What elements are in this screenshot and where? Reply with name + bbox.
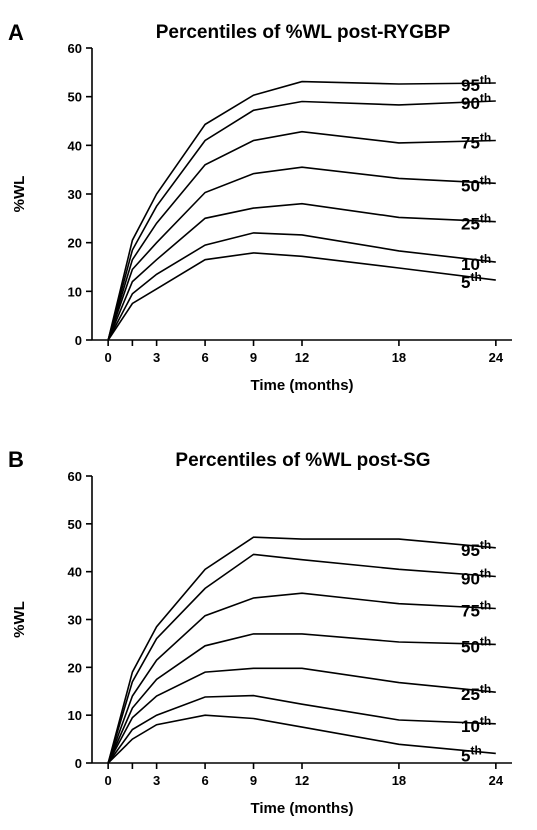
series-label-number: 25 <box>461 215 480 234</box>
series-line-p50 <box>107 166 496 341</box>
y-tick-label: 0 <box>75 333 82 348</box>
series-label-p50: 50th <box>461 634 491 656</box>
series-label-suffix: th <box>480 566 491 580</box>
y-tick-label: 30 <box>68 613 82 628</box>
series-label-suffix: th <box>470 270 481 284</box>
x-tick-label: 18 <box>392 773 406 788</box>
series-line-p5 <box>107 252 496 341</box>
series-line-p10 <box>107 694 496 764</box>
series-line-p95 <box>107 80 496 341</box>
series-label-suffix: th <box>480 714 491 728</box>
series-label-number: 10 <box>461 255 480 274</box>
panel-b: B Percentiles of %WL post-SG0102030405060… <box>8 447 512 817</box>
y-tick-label: 0 <box>75 756 82 771</box>
y-tick-label: 60 <box>68 41 82 56</box>
series-line-p25 <box>107 667 496 764</box>
panel-a: A Percentiles of %WL post-RYGBP0102030405… <box>8 20 512 394</box>
series-label-number: 75 <box>461 601 480 620</box>
x-tick-label: 9 <box>250 350 257 365</box>
series-line-p75 <box>107 592 496 764</box>
series-label-p95: 95th <box>461 73 491 95</box>
series-label-number: 5 <box>461 273 470 292</box>
series-line-p10 <box>107 232 496 341</box>
series-label-p10: 10th <box>461 714 491 736</box>
series-label-p75: 75th <box>461 598 491 620</box>
x-tick-label: 18 <box>392 350 406 365</box>
series-label-suffix: th <box>480 682 491 696</box>
series-label-suffix: th <box>480 538 491 552</box>
x-tick-label: 12 <box>295 773 309 788</box>
y-tick-label: 50 <box>68 90 82 105</box>
y-tick-label: 10 <box>68 284 82 299</box>
x-tick-label: 0 <box>105 350 112 365</box>
series-label-number: 90 <box>461 94 480 113</box>
series-line-p25 <box>107 202 496 341</box>
series-label-suffix: th <box>480 598 491 612</box>
panel-letter: A <box>8 20 24 45</box>
series-label-p90: 90th <box>461 566 491 588</box>
series-label-number: 95 <box>461 541 480 560</box>
series-line-p90 <box>107 553 496 764</box>
x-tick-label: 12 <box>295 350 309 365</box>
chart-title: Percentiles of %WL post-RYGBP <box>156 22 451 43</box>
y-tick-label: 20 <box>68 660 82 675</box>
series-label-p10: 10th <box>461 252 491 274</box>
chart-title: Percentiles of %WL post-SG <box>175 450 430 471</box>
series-label-p25: 25th <box>461 212 491 234</box>
y-tick-label: 40 <box>68 565 82 580</box>
series-label-number: 95 <box>461 76 480 95</box>
series-label-number: 50 <box>461 637 480 656</box>
series-label-suffix: th <box>480 73 491 87</box>
x-axis-label: Time (months) <box>250 800 353 817</box>
series-label-number: 5 <box>461 746 470 765</box>
x-tick-label: 24 <box>489 350 504 365</box>
x-tick-label: 0 <box>105 773 112 788</box>
x-tick-label: 9 <box>250 773 257 788</box>
series-label-suffix: th <box>480 212 491 226</box>
series-label-p5: 5th <box>461 270 482 292</box>
series-label-number: 10 <box>461 717 480 736</box>
series-label-p90: 90th <box>461 91 491 113</box>
y-tick-label: 50 <box>68 517 82 532</box>
series-label-p5: 5th <box>461 743 482 765</box>
series-line-p5 <box>107 714 496 764</box>
x-tick-label: 6 <box>201 773 208 788</box>
series-line-p50 <box>107 633 496 764</box>
x-tick-label: 6 <box>201 350 208 365</box>
series-label-suffix: th <box>480 130 491 144</box>
series-label-p50: 50th <box>461 173 491 195</box>
x-tick-label: 3 <box>153 350 160 365</box>
series-line-p90 <box>107 100 496 341</box>
series-label-p75: 75th <box>461 130 491 152</box>
series-label-number: 75 <box>461 133 480 152</box>
y-tick-label: 30 <box>68 187 82 202</box>
series-label-p95: 95th <box>461 538 491 560</box>
y-tick-label: 40 <box>68 138 82 153</box>
y-tick-label: 60 <box>68 469 82 484</box>
series-label-suffix: th <box>480 252 491 266</box>
series-label-suffix: th <box>480 91 491 105</box>
x-tick-label: 24 <box>489 773 504 788</box>
series-label-suffix: th <box>470 743 481 757</box>
panel-letter: B <box>8 447 24 472</box>
x-axis-label: Time (months) <box>250 377 353 394</box>
y-axis-label: %WL <box>11 176 28 213</box>
y-tick-label: 20 <box>68 236 82 251</box>
series-label-number: 90 <box>461 569 480 588</box>
y-tick-label: 10 <box>68 708 82 723</box>
y-axis-label: %WL <box>11 601 28 638</box>
series-label-suffix: th <box>480 173 491 187</box>
series-label-p25: 25th <box>461 682 491 704</box>
series-line-p95 <box>107 536 496 764</box>
series-label-number: 25 <box>461 685 480 704</box>
x-tick-label: 3 <box>153 773 160 788</box>
series-line-p75 <box>107 130 496 341</box>
series-label-suffix: th <box>480 634 491 648</box>
series-label-number: 50 <box>461 176 480 195</box>
